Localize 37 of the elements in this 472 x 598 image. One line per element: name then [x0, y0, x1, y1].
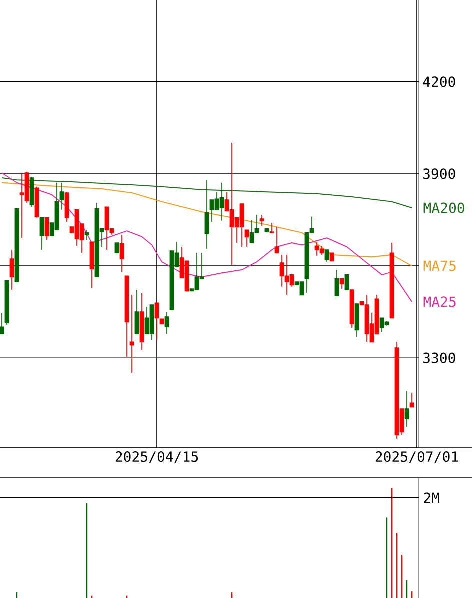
candlestick	[324, 250, 330, 262]
candlestick	[120, 234, 124, 273]
line-series	[2, 177, 413, 209]
candlestick	[90, 242, 94, 289]
candlestick	[124, 276, 130, 358]
candlestick	[334, 270, 340, 297]
candlestick	[204, 180, 210, 250]
x-tick-label: 2025/07/01	[376, 452, 458, 464]
candlestick	[410, 392, 414, 408]
candlestick	[130, 294, 134, 374]
y-tick-label: 3900	[423, 168, 456, 180]
candlestick	[264, 228, 270, 232]
candlestick	[270, 222, 274, 234]
line-series	[2, 172, 413, 302]
candlestick	[84, 230, 90, 240]
candlestick	[244, 230, 250, 248]
candlestick	[134, 290, 140, 335]
candlestick	[260, 214, 264, 227]
y-tick-label: 4200	[423, 76, 456, 88]
candlestick	[160, 318, 164, 324]
candlestick	[10, 250, 14, 290]
series-label: MA25	[424, 296, 456, 308]
candlestick	[40, 217, 44, 250]
candlestick	[274, 226, 280, 254]
candlestick	[164, 312, 170, 335]
series-label: MA200	[424, 202, 464, 214]
ref-line-label: 2M	[424, 492, 440, 504]
y-tick-label: 3300	[423, 352, 456, 364]
candlestick	[60, 182, 64, 210]
series-label: MA75	[424, 260, 456, 272]
candlestick	[154, 302, 160, 340]
candlestick	[404, 390, 410, 428]
x-tick-label: 2025/04/15	[116, 452, 198, 464]
candlestick	[340, 278, 344, 290]
candlestick	[0, 312, 4, 335]
candlestick	[140, 292, 144, 351]
line-series	[2, 182, 413, 267]
